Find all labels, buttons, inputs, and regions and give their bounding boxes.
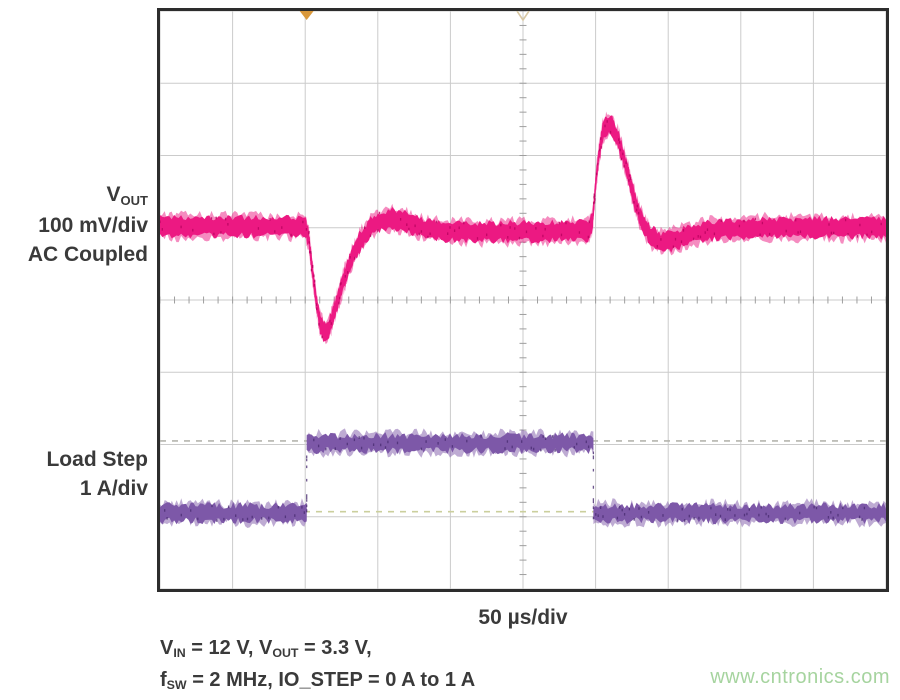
conditions-line-1: VIN = 12 V, VOUT = 3.3 V,	[160, 637, 372, 661]
watermark-text: www.cntronics.com	[710, 666, 890, 688]
load-step-scale-label: 1 A/div	[79, 477, 148, 500]
vout-scale-label: 100 mV/div	[38, 214, 148, 237]
trace-load-step	[160, 428, 886, 528]
conditions-line-2: fSW = 2 MHz, IO_STEP = 0 A to 1 A	[160, 669, 476, 693]
load-step-channel-name: Load Step	[46, 448, 148, 471]
test-conditions: VIN = 12 V, VOUT = 3.3 V, fSW = 2 MHz, I…	[160, 633, 475, 697]
vout-coupling-label: AC Coupled	[27, 243, 148, 266]
oscilloscope-graticule	[157, 8, 889, 592]
load-step-channel-label: Load Step 1 A/div	[0, 445, 148, 503]
trace-vout	[160, 111, 886, 345]
trigger-position-marker	[516, 11, 530, 22]
event-marker	[299, 11, 314, 20]
timebase-label: 50 µs/div	[478, 606, 568, 629]
waveform-canvas	[160, 11, 886, 589]
vout-channel-name: VOUT	[106, 183, 149, 208]
vout-channel-label: VOUT 100 mV/div AC Coupled	[0, 180, 148, 269]
